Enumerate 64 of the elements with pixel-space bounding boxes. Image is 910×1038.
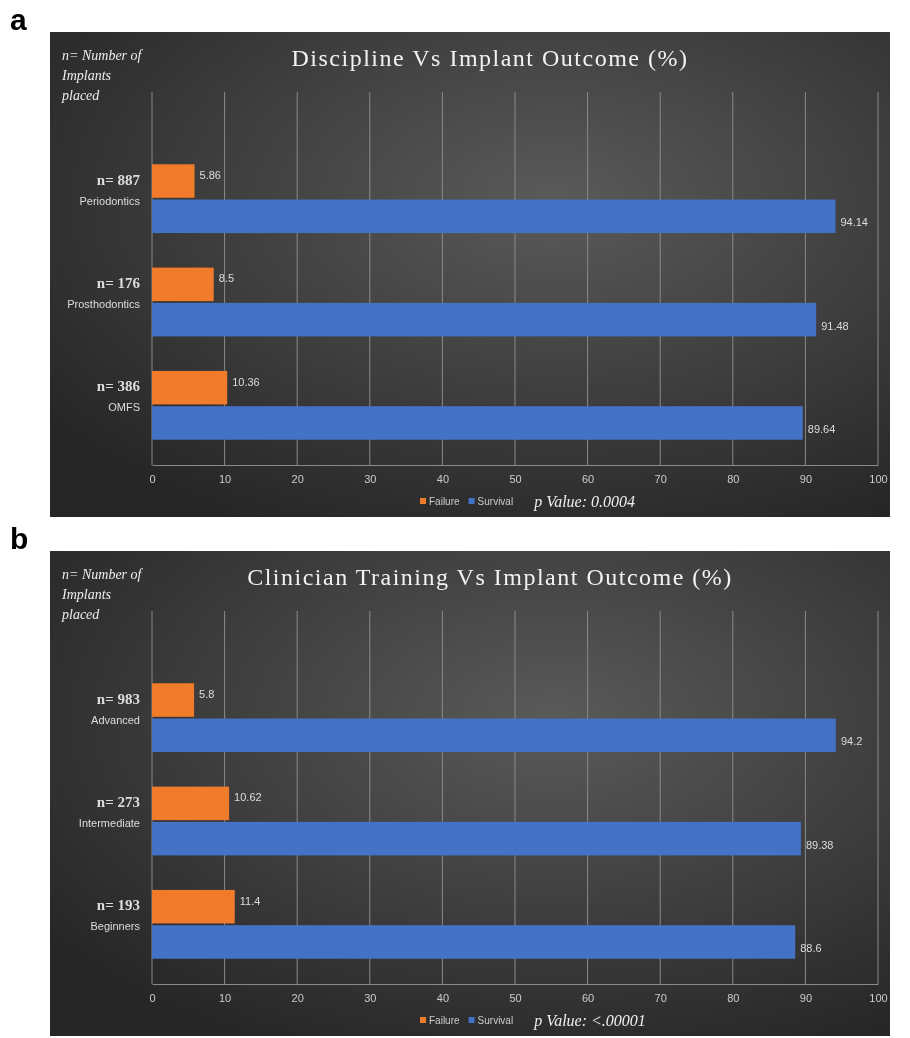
x-tick-label: 30 — [364, 991, 377, 1004]
x-tick-label: 40 — [436, 472, 450, 485]
x-tick-label: 60 — [581, 472, 595, 485]
data-label: 91.48 — [821, 319, 849, 332]
chart-title: Clinician Training Vs Implant Outcome (%) — [247, 564, 733, 590]
data-label: 89.38 — [805, 838, 834, 851]
x-tick-label: 70 — [654, 472, 667, 485]
bar — [152, 718, 836, 753]
x-tick-label: 80 — [727, 991, 740, 1004]
x-tick-label: 10 — [218, 991, 232, 1004]
bar — [152, 370, 228, 405]
data-label: 94.2 — [840, 735, 863, 748]
x-tick-label: 70 — [654, 991, 667, 1004]
data-label: 8.5 — [218, 272, 235, 285]
x-tick-label: 90 — [799, 991, 813, 1004]
bar — [152, 267, 214, 302]
x-tick-label: 10 — [218, 472, 232, 485]
data-label: 94.14 — [840, 216, 868, 229]
text: a — [10, 3, 27, 36]
text: n= Number of Implants placed — [61, 48, 144, 103]
text: b — [10, 522, 29, 555]
x-tick-label: 0 — [149, 991, 156, 1004]
legend-label: Failure — [429, 496, 460, 507]
x-tick-label: 20 — [291, 472, 304, 485]
data-label: 10.62 — [234, 791, 262, 804]
legend-label: Survival — [477, 1015, 514, 1026]
data-label: 5.8 — [199, 688, 215, 701]
x-tick-label: 30 — [364, 472, 377, 485]
text: p Value: 0.0004 — [533, 493, 636, 511]
data-label: 10.36 — [232, 375, 260, 388]
data-label: 5.86 — [199, 169, 221, 182]
x-tick-label: 0 — [149, 472, 156, 485]
x-tick-label: 100 — [869, 991, 888, 1004]
y-tick-label: n= 273 Intermediate — [78, 793, 140, 829]
bar — [152, 406, 803, 440]
text: p Value: <.00001 — [533, 1012, 646, 1030]
legend-label: Failure — [429, 1015, 460, 1026]
data-label: 89.64 — [807, 422, 836, 435]
bar — [152, 302, 817, 337]
y-tick-label: n= 983 Advanced — [91, 690, 140, 726]
x-tick-label: 80 — [727, 472, 740, 485]
bar — [152, 683, 195, 717]
x-tick-label: 60 — [581, 991, 595, 1004]
y-tick-label: n= 193 Beginners — [90, 897, 141, 933]
y-tick-label: n= 386 OMFS — [96, 378, 141, 414]
x-tick-label: 40 — [436, 991, 450, 1004]
x-tick-label: 100 — [869, 472, 888, 485]
chart-title: Discipline Vs Implant Outcome (%) — [291, 45, 689, 71]
bar — [152, 821, 801, 856]
legend-label: Survival — [477, 496, 514, 507]
x-tick-label: 50 — [509, 991, 522, 1004]
x-tick-label: 50 — [509, 472, 522, 485]
bar — [152, 199, 836, 234]
bar — [152, 786, 230, 821]
bar — [152, 889, 235, 924]
y-tick-label: n= 887 Periodontics — [79, 171, 141, 207]
bar — [152, 164, 195, 198]
x-tick-label: 20 — [291, 991, 304, 1004]
text: n= Number of Implants placed — [61, 567, 144, 622]
data-label: 11.4 — [239, 894, 261, 907]
x-tick-label: 90 — [799, 472, 813, 485]
y-tick-label: n= 176 Prosthodontics — [67, 274, 141, 310]
data-label: 88.6 — [800, 941, 822, 954]
bar — [152, 925, 796, 959]
